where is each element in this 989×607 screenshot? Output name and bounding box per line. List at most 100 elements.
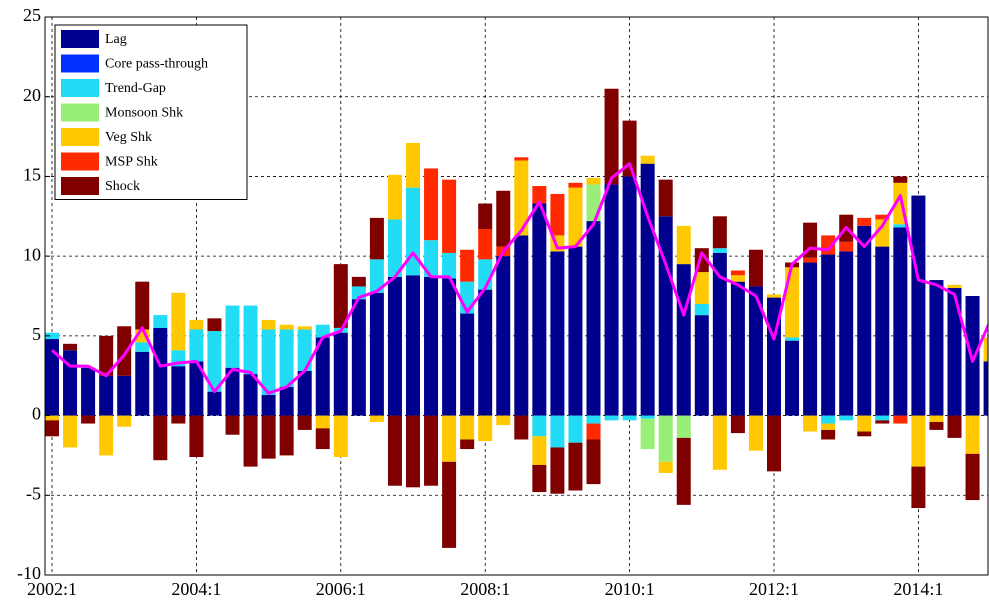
legend-label: Veg Shk bbox=[105, 130, 152, 145]
axes-frame bbox=[44, 16, 989, 576]
x-tick-label: 2006:1 bbox=[316, 579, 366, 599]
bar-segment bbox=[839, 251, 854, 416]
bar-segment bbox=[387, 219, 402, 277]
legend-label: Monsoon Shk bbox=[105, 106, 183, 121]
legend-label: Lag bbox=[105, 32, 127, 47]
bar-segment bbox=[243, 415, 258, 467]
bar-segment bbox=[658, 461, 673, 473]
bar-segment bbox=[297, 329, 312, 371]
bar-segment bbox=[45, 420, 59, 437]
legend-label: Trend-Gap bbox=[105, 81, 166, 96]
bar-segment bbox=[676, 437, 691, 505]
bar-segment bbox=[947, 415, 962, 438]
bar-segment bbox=[803, 262, 818, 416]
x-tick-label: 2014:1 bbox=[893, 579, 943, 599]
bar-segment bbox=[351, 299, 366, 416]
bar-segment bbox=[730, 281, 745, 416]
bar-segment bbox=[153, 415, 168, 461]
bar-segment bbox=[442, 252, 457, 279]
bar-segment bbox=[406, 187, 420, 276]
bar-segment bbox=[424, 240, 439, 277]
bar-segment bbox=[929, 280, 944, 416]
bar-segment bbox=[45, 332, 59, 340]
bar-segment bbox=[821, 423, 836, 430]
bar-segment bbox=[730, 415, 745, 434]
bar-segment bbox=[442, 461, 457, 548]
bar-segment bbox=[261, 415, 276, 459]
bar-segment bbox=[568, 442, 583, 491]
bar-segment bbox=[532, 415, 547, 437]
bar-segment bbox=[785, 267, 800, 338]
bar-segment bbox=[243, 305, 258, 375]
legend-swatch bbox=[61, 103, 99, 122]
bar-segment bbox=[207, 331, 222, 392]
bar-segment bbox=[767, 415, 781, 472]
bar-segment bbox=[586, 423, 601, 440]
bar-segment bbox=[965, 453, 980, 501]
bar-segment bbox=[748, 286, 763, 416]
legend-label: Core pass-through bbox=[105, 57, 208, 72]
bar-segment bbox=[550, 447, 565, 494]
bar-segment bbox=[821, 415, 836, 424]
bar-segment bbox=[369, 292, 384, 416]
bar-segment bbox=[857, 225, 872, 416]
bar-segment bbox=[406, 275, 420, 416]
bar-segment bbox=[225, 415, 240, 435]
bar-segment bbox=[514, 415, 529, 440]
bar-segment bbox=[586, 439, 601, 485]
bar-segment bbox=[387, 415, 402, 486]
bar-segment bbox=[550, 193, 565, 236]
bar-segment bbox=[369, 415, 384, 422]
bar-segment bbox=[261, 394, 276, 416]
bar-segment bbox=[207, 391, 222, 416]
bar-segment bbox=[189, 361, 204, 416]
bar-segment bbox=[640, 415, 655, 419]
legend-swatch bbox=[61, 79, 99, 97]
bar-segment bbox=[875, 214, 890, 220]
bar-segment bbox=[478, 229, 493, 260]
bar-segment bbox=[568, 246, 583, 416]
bar-segment bbox=[171, 292, 186, 351]
bar-segment bbox=[279, 324, 294, 330]
bar-segment bbox=[279, 415, 294, 456]
bar-segment bbox=[550, 415, 565, 448]
bar-segment bbox=[622, 176, 637, 416]
y-tick-label: 25 bbox=[23, 5, 41, 25]
bar-segment bbox=[911, 415, 926, 467]
bar-segment bbox=[748, 249, 763, 287]
bar-segment bbox=[839, 241, 854, 252]
bar-segment bbox=[712, 248, 727, 253]
bar-segment bbox=[333, 332, 348, 416]
bar-segment bbox=[586, 415, 601, 424]
bar-segment bbox=[225, 367, 240, 416]
bar-segment bbox=[135, 281, 150, 330]
y-tick-label: 20 bbox=[23, 85, 41, 105]
legend-swatch bbox=[61, 152, 99, 171]
bar-segment bbox=[478, 203, 493, 230]
bar-segment bbox=[81, 367, 96, 416]
bar-segment bbox=[568, 415, 583, 443]
bar-segment bbox=[857, 217, 872, 226]
legend-swatch bbox=[61, 30, 99, 48]
bar-segment bbox=[99, 335, 114, 376]
bar-segment bbox=[514, 160, 529, 236]
bar-segment bbox=[947, 284, 962, 289]
bar-segment bbox=[604, 415, 619, 421]
bar-segment bbox=[821, 254, 836, 416]
bar-segment bbox=[568, 187, 583, 247]
bar-segment bbox=[947, 288, 962, 416]
bar-segment bbox=[586, 178, 601, 185]
bar-segment bbox=[424, 415, 439, 486]
bar-segment bbox=[785, 337, 800, 341]
bar-segment bbox=[460, 249, 475, 282]
bar-segment bbox=[424, 276, 439, 416]
bar-segment bbox=[676, 264, 691, 416]
y-tick-label: 0 bbox=[32, 404, 41, 424]
bar-segment bbox=[875, 246, 890, 416]
legend-label: Shock bbox=[105, 179, 140, 194]
bar-segment bbox=[694, 272, 709, 304]
bar-segment bbox=[965, 415, 980, 454]
legend-swatch bbox=[61, 54, 99, 73]
bar-segment bbox=[207, 318, 222, 332]
y-tick-label: 5 bbox=[32, 324, 41, 344]
